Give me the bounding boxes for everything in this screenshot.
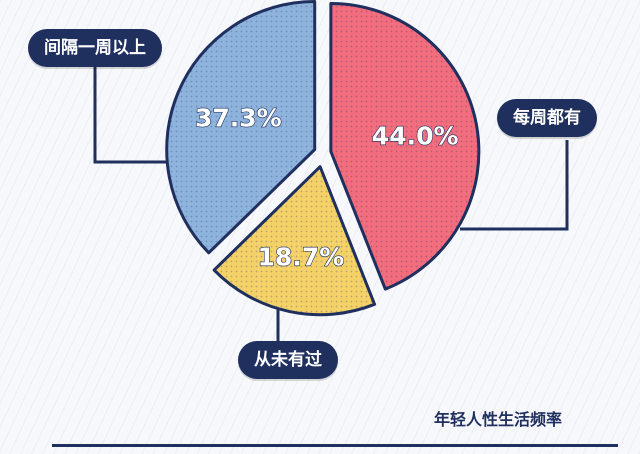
slice-value-never: 18.7%	[258, 242, 345, 271]
connector-line-biweekly	[93, 52, 178, 164]
callout-label-biweekly: 间隔一周以上	[28, 29, 162, 67]
pie-slice-weekly	[329, 2, 481, 291]
callout-label-weekly: 每周都有	[497, 99, 597, 137]
pie-slice-biweekly	[165, 0, 317, 255]
callout-connectors	[93, 52, 569, 343]
chart-title: 年轻人性生活频率	[433, 410, 562, 429]
callout-label-never: 从未有过	[238, 341, 338, 379]
slice-value-biweekly: 37.3%	[195, 103, 282, 132]
pie-slice-never	[212, 165, 377, 317]
slice-value-weekly: 44.0%	[372, 121, 459, 150]
connector-line-weekly	[460, 140, 569, 231]
footer-divider	[52, 444, 618, 447]
